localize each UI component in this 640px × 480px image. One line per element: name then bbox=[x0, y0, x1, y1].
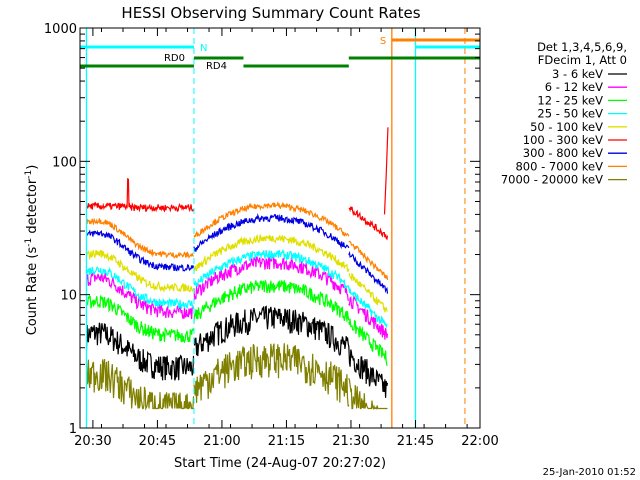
x-tick-label-0: 20:30 bbox=[74, 434, 111, 449]
series-line-5 bbox=[85, 234, 388, 313]
legend-label-4: 25 - 50 keV bbox=[537, 107, 603, 121]
night-label: N bbox=[200, 43, 207, 54]
plot-frame bbox=[79, 27, 481, 429]
chart-title: HESSI Observing Summary Count Rates bbox=[121, 4, 420, 22]
legend-header-2: FDecim 1, Att 0 bbox=[538, 53, 627, 67]
saa-spike bbox=[383, 127, 389, 215]
y-axis-ticks: 1 10 100 1000 bbox=[44, 22, 480, 437]
plot-timestamp: 25-Jan-2010 01:52 bbox=[543, 467, 636, 478]
rd0-label: RD0 bbox=[164, 53, 185, 64]
x-tick-label-1: 20:45 bbox=[139, 434, 176, 449]
series-line-8 bbox=[86, 200, 389, 281]
y-axis-label: Count Rate (s-1 detector-1) bbox=[24, 165, 40, 336]
legend-label-1: 3 - 6 keV bbox=[552, 67, 603, 81]
series-line-3 bbox=[85, 279, 388, 366]
x-tick-label-3: 21:15 bbox=[268, 434, 305, 449]
legend: Det 1,3,4,5,6,9, FDecim 1, Att 0 3 - 6 k… bbox=[501, 40, 627, 187]
y-axis-label-sup1: -1 bbox=[24, 238, 34, 247]
legend-label-9: 7000 - 20000 keV bbox=[501, 173, 603, 187]
x-tick-label-5: 21:45 bbox=[397, 434, 434, 449]
legend-label-6: 100 - 300 keV bbox=[523, 133, 603, 147]
legend-label-8: 800 - 7000 keV bbox=[515, 159, 603, 173]
x-axis-label: Start Time (24-Aug-07 20:27:02) bbox=[174, 456, 386, 471]
y-tick-label-1: 10 bbox=[60, 289, 77, 304]
series-line-2 bbox=[85, 255, 389, 340]
y-axis-label-end: ) bbox=[25, 165, 40, 170]
x-axis-ticks: 20:30 20:45 21:00 21:15 21:30 21:45 22:00 bbox=[74, 28, 499, 449]
series-line-6 bbox=[85, 177, 389, 241]
legend-label-5: 50 - 100 keV bbox=[530, 120, 603, 134]
legend-label-2: 6 - 12 keV bbox=[545, 80, 603, 94]
series-line-4 bbox=[85, 248, 388, 329]
legend-label-7: 300 - 800 keV bbox=[523, 146, 603, 160]
saa-label: S bbox=[380, 36, 386, 47]
x-tick-label-6: 22:00 bbox=[461, 434, 498, 449]
y-tick-label-2: 100 bbox=[52, 155, 77, 170]
y-tick-label-3: 1000 bbox=[44, 22, 77, 37]
series-line-7 bbox=[86, 213, 389, 294]
y-axis-label-sup2: -1 bbox=[24, 170, 34, 179]
y-axis-label-mid: detector bbox=[25, 178, 40, 238]
series-line-1 bbox=[85, 305, 389, 398]
x-tick-label-2: 21:00 bbox=[203, 434, 240, 449]
rd4-label: RD4 bbox=[206, 61, 227, 72]
plot-area: N S RD0 RD4 bbox=[79, 27, 481, 429]
y-tick-label-0: 1 bbox=[69, 422, 77, 437]
series-line-9 bbox=[85, 343, 388, 411]
legend-label-3: 12 - 25 keV bbox=[537, 93, 603, 107]
x-tick-label-4: 21:30 bbox=[332, 434, 369, 449]
y-axis-label-main: Count Rate (s bbox=[25, 247, 40, 336]
legend-header-1: Det 1,3,4,5,6,9, bbox=[537, 40, 627, 54]
